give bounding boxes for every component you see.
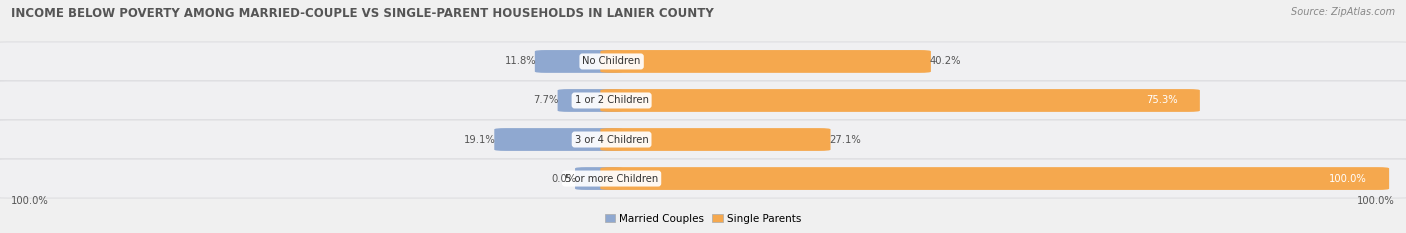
Text: Source: ZipAtlas.com: Source: ZipAtlas.com [1291, 7, 1395, 17]
Text: 19.1%: 19.1% [464, 134, 496, 144]
FancyBboxPatch shape [575, 167, 623, 190]
FancyBboxPatch shape [600, 50, 931, 73]
FancyBboxPatch shape [558, 89, 623, 112]
FancyBboxPatch shape [0, 81, 1406, 120]
Text: 27.1%: 27.1% [830, 134, 860, 144]
FancyBboxPatch shape [534, 50, 623, 73]
FancyBboxPatch shape [600, 128, 831, 151]
Text: 100.0%: 100.0% [1329, 174, 1367, 184]
Text: 100.0%: 100.0% [1357, 196, 1395, 206]
Text: 3 or 4 Children: 3 or 4 Children [575, 134, 648, 144]
Text: No Children: No Children [582, 56, 641, 66]
Text: INCOME BELOW POVERTY AMONG MARRIED-COUPLE VS SINGLE-PARENT HOUSEHOLDS IN LANIER : INCOME BELOW POVERTY AMONG MARRIED-COUPL… [11, 7, 714, 20]
FancyBboxPatch shape [0, 159, 1406, 198]
Text: 11.8%: 11.8% [505, 56, 536, 66]
Text: 100.0%: 100.0% [11, 196, 49, 206]
FancyBboxPatch shape [0, 42, 1406, 81]
Text: 1 or 2 Children: 1 or 2 Children [575, 96, 648, 106]
FancyBboxPatch shape [600, 167, 1389, 190]
Legend: Married Couples, Single Parents: Married Couples, Single Parents [600, 209, 806, 228]
Text: 7.7%: 7.7% [534, 96, 560, 106]
Text: 40.2%: 40.2% [929, 56, 960, 66]
FancyBboxPatch shape [495, 128, 623, 151]
Text: 5 or more Children: 5 or more Children [565, 174, 658, 184]
Text: 75.3%: 75.3% [1146, 96, 1177, 106]
Text: 0.0%: 0.0% [551, 174, 576, 184]
FancyBboxPatch shape [0, 120, 1406, 159]
FancyBboxPatch shape [600, 89, 1199, 112]
